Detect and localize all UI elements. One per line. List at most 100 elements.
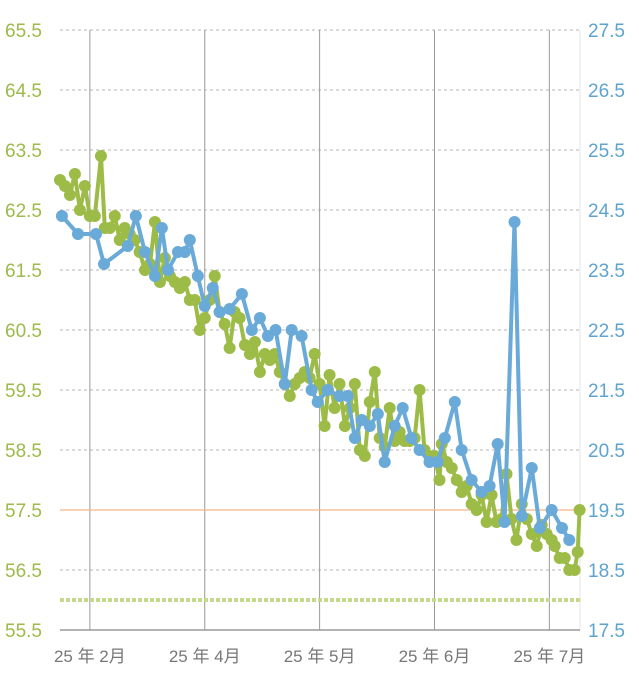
y-left-tick-label: 55.5: [5, 621, 42, 642]
data-point-blue: [515, 510, 528, 522]
data-point-green: [253, 366, 266, 378]
y-left-tick-label: 57.5: [5, 501, 42, 522]
y-left-tick-label: 63.5: [5, 141, 42, 162]
data-point-blue: [161, 264, 174, 276]
data-point-green: [223, 342, 236, 354]
data-point-blue: [438, 432, 451, 444]
data-point-green: [218, 318, 231, 330]
y-left-tick-label: 64.5: [5, 81, 42, 102]
data-point-blue: [448, 396, 461, 408]
data-point-green: [208, 270, 221, 282]
data-point-green: [108, 210, 121, 222]
data-point-blue: [508, 216, 521, 228]
data-point-green: [68, 168, 81, 180]
data-point-green: [73, 204, 86, 216]
data-point-green: [413, 384, 426, 396]
data-point-green: [480, 516, 493, 528]
data-point-green: [338, 420, 351, 432]
data-point-green: [178, 276, 191, 288]
data-point-blue: [363, 420, 376, 432]
data-point-blue: [206, 282, 219, 294]
data-point-blue: [348, 432, 361, 444]
data-point-blue: [245, 324, 258, 336]
data-point-blue: [89, 228, 102, 240]
data-point-blue: [311, 396, 324, 408]
data-point-green: [233, 312, 246, 324]
y-right-tick-label: 20.5: [588, 441, 625, 462]
series-layer: [54, 150, 586, 576]
data-point-green: [530, 540, 543, 552]
data-point-green: [358, 450, 371, 462]
data-point-green: [445, 462, 458, 474]
data-point-blue: [295, 330, 308, 342]
y-right-tick-label: 24.5: [588, 201, 625, 222]
y-left-tick-label: 65.5: [5, 21, 42, 42]
data-point-blue: [285, 324, 298, 336]
data-point-blue: [269, 324, 282, 336]
y-right-tick-label: 21.5: [588, 381, 625, 402]
data-point-green: [193, 324, 206, 336]
data-point-blue: [396, 402, 409, 414]
data-point-green: [238, 339, 251, 351]
data-point-green: [318, 420, 331, 432]
data-point-blue: [371, 408, 384, 420]
data-point-green: [323, 369, 336, 381]
data-point-blue: [178, 246, 191, 258]
y-right-tick-label: 25.5: [588, 141, 625, 162]
data-point-blue: [388, 420, 401, 432]
data-point-blue: [148, 270, 161, 282]
data-point-blue: [198, 300, 211, 312]
y-right-tick-label: 27.5: [588, 21, 625, 42]
x-tick-label: 25 年 7月: [513, 647, 585, 666]
data-point-green: [383, 402, 396, 414]
data-point-green: [243, 348, 256, 360]
data-point-blue: [321, 384, 334, 396]
y-right-tick-label: 23.5: [588, 261, 625, 282]
data-point-blue: [155, 222, 168, 234]
data-point-green: [548, 540, 561, 552]
data-point-blue: [465, 474, 478, 486]
data-point-green: [571, 546, 584, 558]
data-point-green: [308, 348, 321, 360]
data-point-green: [58, 180, 71, 192]
data-point-blue: [525, 462, 538, 474]
data-point-blue: [183, 234, 196, 246]
data-point-blue: [556, 522, 569, 534]
y-right-tick-label: 22.5: [588, 321, 625, 342]
data-point-green: [283, 390, 296, 402]
data-point-green: [78, 180, 91, 192]
data-point-green: [88, 210, 101, 222]
data-point-green: [568, 564, 581, 576]
axes: 55.5 56.5 57.5 58.5 59.5 60.5 61.5 62.5 63.5 64.5…: [5, 21, 625, 666]
data-point-blue: [491, 438, 504, 450]
data-point-green: [470, 504, 483, 516]
data-point-blue: [278, 378, 291, 390]
data-point-blue: [431, 456, 444, 468]
data-point-green: [433, 474, 446, 486]
y-left-tick-label: 59.5: [5, 381, 42, 402]
data-point-green: [103, 222, 116, 234]
x-tick-label: 25 年 2月: [54, 647, 126, 666]
data-point-green: [363, 396, 376, 408]
data-point-blue: [253, 312, 266, 324]
data-point-green: [198, 312, 211, 324]
y-left-tick-label: 60.5: [5, 321, 42, 342]
series-blue: [55, 210, 576, 546]
data-point-blue: [235, 288, 248, 300]
data-point-blue: [121, 240, 134, 252]
grid: [60, 29, 581, 630]
y-right-tick-label: 26.5: [588, 81, 625, 102]
data-point-green: [94, 150, 107, 162]
x-tick-label: 25 年 4月: [169, 647, 241, 666]
data-point-blue: [498, 516, 511, 528]
data-point-green: [485, 489, 498, 501]
data-point-green: [63, 189, 76, 201]
data-point-green: [188, 294, 201, 306]
y-right-tick-label: 17.5: [588, 621, 625, 642]
data-point-green: [510, 534, 523, 546]
data-point-blue: [129, 210, 142, 222]
data-point-blue: [223, 303, 236, 315]
data-point-blue: [55, 210, 68, 222]
data-point-blue: [413, 444, 426, 456]
y-left-tick-label: 62.5: [5, 201, 42, 222]
